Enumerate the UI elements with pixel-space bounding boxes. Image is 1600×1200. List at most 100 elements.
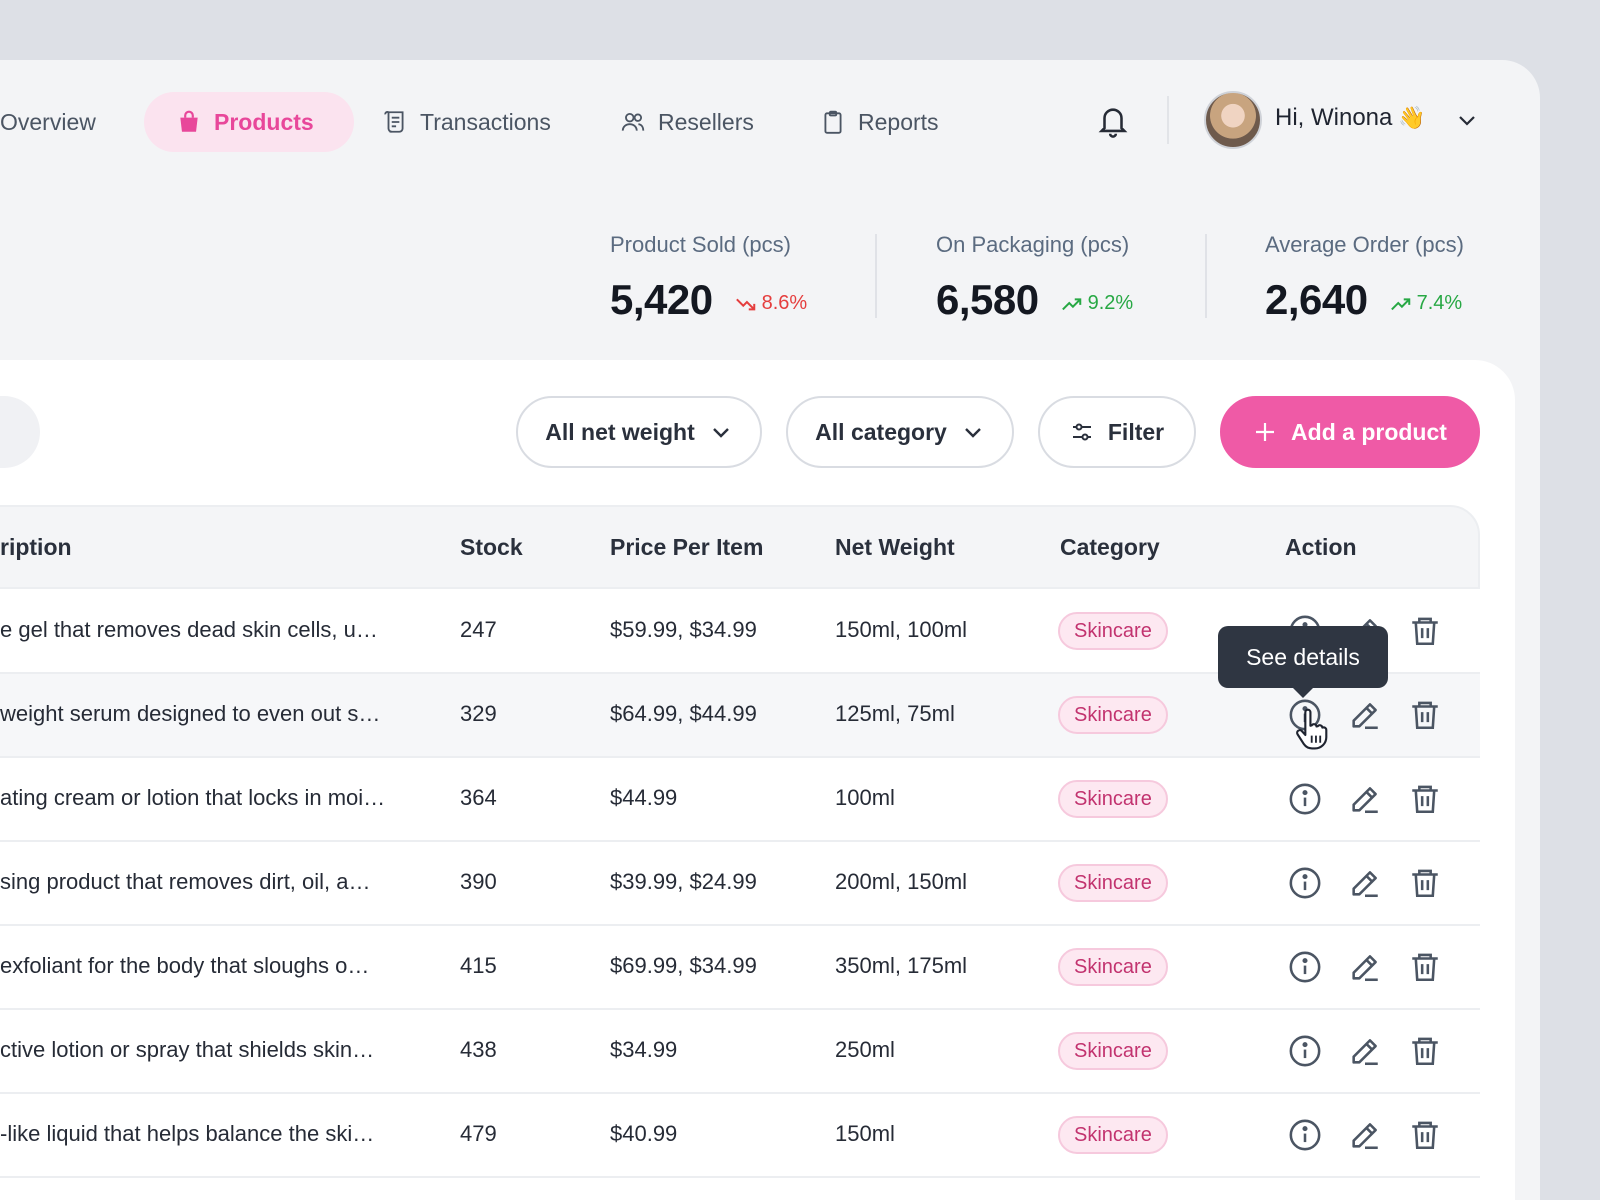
edit-icon[interactable] [1348, 1034, 1382, 1068]
chevron-down-icon[interactable] [1455, 108, 1479, 132]
edit-icon[interactable] [1348, 950, 1382, 984]
wave-emoji: 👋 [1398, 105, 1426, 130]
add-product-label: Add a product [1291, 418, 1447, 445]
cell-stock: 364 [460, 785, 497, 810]
table-row[interactable] [0, 926, 1480, 1010]
table-row[interactable] [0, 758, 1480, 842]
chevron-down-icon [964, 428, 981, 438]
nav-item-products[interactable]: Products [144, 92, 354, 152]
column-header-action: Action [1285, 534, 1357, 560]
stat-divider [875, 234, 877, 318]
nav-item-transactions[interactable]: Transactions [382, 92, 551, 152]
cell-net-weight: 150ml [835, 1121, 895, 1146]
category-dropdown[interactable]: All category [786, 396, 1014, 468]
info-icon[interactable] [1288, 1118, 1322, 1152]
cell-price: $40.99 [610, 1121, 678, 1146]
table-header [0, 505, 1480, 589]
net-weight-dropdown[interactable]: All net weight [516, 396, 762, 468]
nav-item-overview[interactable]: Overview [0, 92, 96, 152]
cell-description: weight serum designed to even out s… [0, 701, 381, 726]
cell-stock: 479 [460, 1121, 497, 1146]
category-badge: Skincare [1058, 1032, 1168, 1070]
cell-stock: 438 [460, 1037, 497, 1062]
see-details-tooltip: See details [1218, 626, 1388, 698]
nav-item-label: Products [214, 108, 314, 135]
cell-net-weight: 200ml, 150ml [835, 869, 968, 894]
user-greeting[interactable]: Hi, Winona 👋 [1275, 104, 1426, 132]
info-icon[interactable] [1288, 866, 1322, 900]
table-row[interactable] [0, 590, 1480, 674]
category-badge: Skincare [1058, 1116, 1168, 1154]
trash-icon[interactable] [1408, 866, 1442, 900]
users-icon [621, 112, 645, 131]
stat-change-value: 9.2% [1087, 291, 1134, 314]
nav-item-reports[interactable]: Reports [820, 92, 939, 152]
plus-icon [1256, 423, 1275, 441]
shopping-bag-icon [180, 110, 198, 132]
cell-description: ctive lotion or spray that shields skin… [0, 1037, 375, 1062]
column-header-net-weight[interactable]: Net Weight [835, 534, 955, 560]
info-icon[interactable] [1288, 950, 1322, 984]
cell-net-weight: 100ml [835, 785, 895, 810]
greeting-text: Hi, Winona [1275, 104, 1393, 131]
cell-stock: 247 [460, 617, 497, 642]
edit-icon[interactable] [1348, 698, 1382, 732]
stat-change-value: 7.4% [1416, 291, 1463, 314]
trend-down-icon [735, 298, 755, 311]
category-badge: Skincare [1058, 948, 1168, 986]
column-header-stock[interactable]: Stock [460, 534, 523, 560]
cell-price: $59.99, $34.99 [610, 617, 757, 642]
trash-icon[interactable] [1408, 782, 1442, 816]
stat-average-order: Average Order (pcs) 2,640 7.4% [1265, 232, 1464, 324]
trash-icon[interactable] [1408, 1118, 1442, 1152]
cell-description: -like liquid that helps balance the ski… [0, 1121, 375, 1146]
trash-icon[interactable] [1408, 1034, 1442, 1068]
category-badge: Skincare [1058, 780, 1168, 818]
bell-icon[interactable] [1096, 102, 1130, 140]
edit-icon[interactable] [1348, 782, 1382, 816]
category-badge: Skincare [1058, 864, 1168, 902]
cell-stock: 390 [460, 869, 497, 894]
cell-stock: 329 [460, 701, 497, 726]
filter-label: Filter [1107, 418, 1165, 445]
edit-icon[interactable] [1348, 866, 1382, 900]
nav-item-label: Transactions [420, 108, 551, 135]
column-header-description[interactable]: ription [0, 534, 72, 560]
dropdown-label: All category [815, 418, 947, 445]
cell-net-weight: 150ml, 100ml [835, 617, 968, 642]
stat-value: 5,420 [610, 276, 713, 323]
info-icon[interactable] [1288, 782, 1322, 816]
edit-icon[interactable] [1348, 1118, 1382, 1152]
sliders-icon [1072, 423, 1091, 441]
cell-price: $44.99 [610, 785, 678, 810]
stat-divider [1205, 234, 1207, 318]
column-header-price[interactable]: Price Per Item [610, 534, 764, 560]
nav-item-resellers[interactable]: Resellers [620, 92, 754, 152]
avatar[interactable] [1204, 91, 1262, 149]
table-row[interactable] [0, 842, 1480, 926]
info-icon[interactable] [1288, 1034, 1322, 1068]
stat-value: 2,640 [1265, 276, 1368, 323]
clipboard-icon [824, 110, 842, 134]
table-row[interactable] [0, 674, 1480, 758]
stat-label: Average Order (pcs) [1265, 232, 1464, 257]
trash-icon[interactable] [1408, 698, 1442, 732]
nav-item-label: Reports [858, 108, 939, 135]
stat-on-packaging: On Packaging (pcs) 6,580 9.2% [936, 232, 1133, 324]
table-row[interactable] [0, 1094, 1480, 1178]
trend-up-icon [1390, 298, 1410, 311]
trash-icon[interactable] [1408, 950, 1442, 984]
stat-label: On Packaging (pcs) [936, 232, 1130, 257]
chevron-down-icon [712, 428, 729, 438]
dropdown-label: All net weight [545, 418, 695, 445]
cell-stock: 415 [460, 953, 497, 978]
column-header-category: Category [1060, 534, 1160, 560]
stat-value: 6,580 [936, 276, 1039, 323]
trash-icon[interactable] [1408, 614, 1442, 648]
stat-label: Product Sold (pcs) [610, 232, 791, 257]
add-product-button[interactable]: Add a product [1220, 396, 1480, 468]
filter-button[interactable]: Filter [1038, 396, 1196, 468]
stat-change: 7.4% [1390, 291, 1463, 315]
table-row[interactable] [0, 1010, 1480, 1094]
divider [1167, 96, 1169, 144]
